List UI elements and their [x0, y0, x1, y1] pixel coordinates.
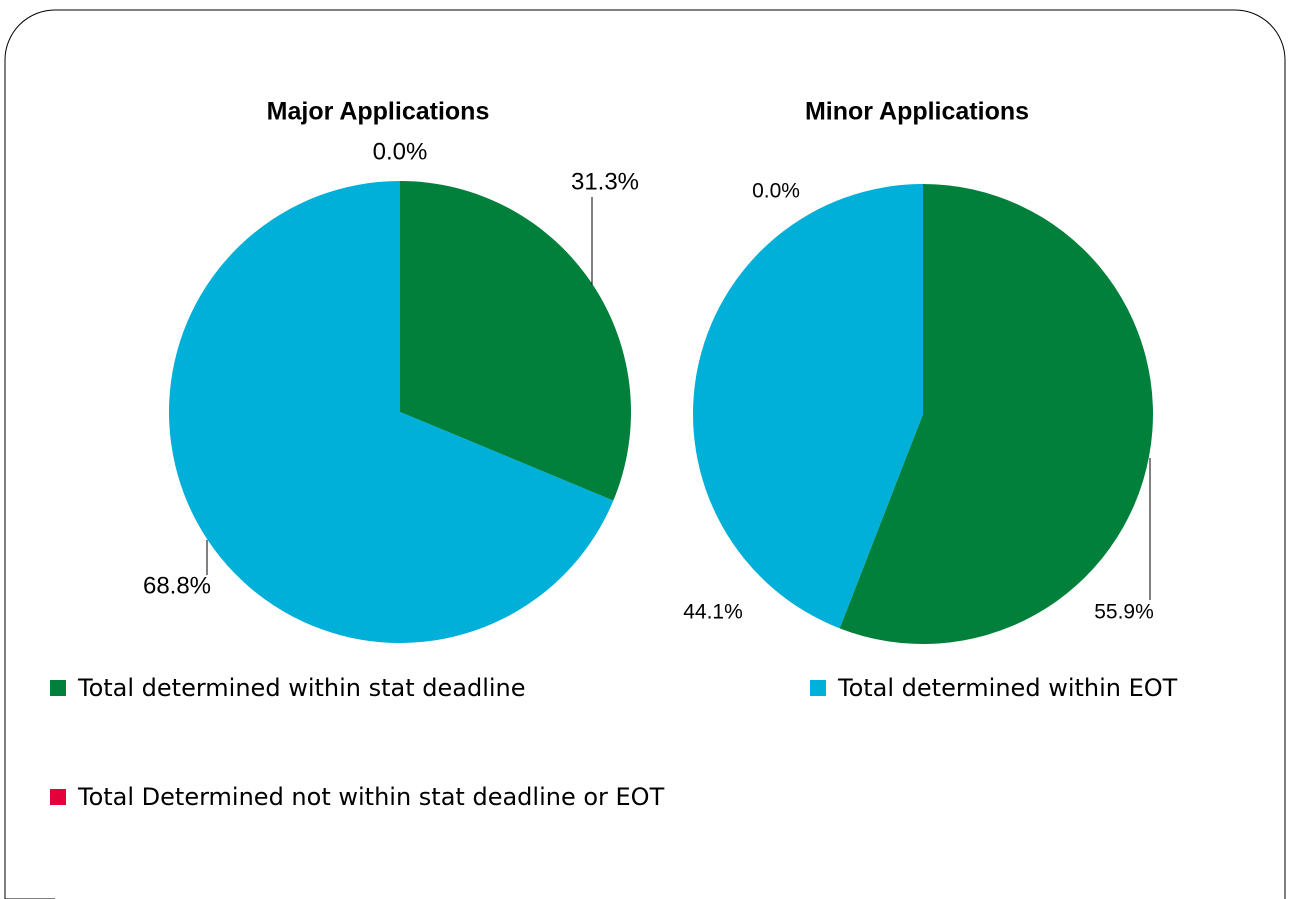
- data-label: 55.9%: [1094, 601, 1154, 624]
- pie-slice: [400, 181, 632, 501]
- data-label: 44.1%: [683, 601, 743, 624]
- data-label: 68.8%: [143, 572, 211, 599]
- legend-label: Total determined within stat deadline: [77, 674, 526, 702]
- pie-slice: [169, 181, 614, 643]
- data-label: 0.0%: [752, 180, 800, 203]
- chart-title: Major Applications: [267, 98, 490, 126]
- pie-slice: [692, 184, 923, 629]
- legend-label: Total determined within EOT: [837, 674, 1178, 702]
- legend-label: Total Determined not within stat deadlin…: [77, 783, 665, 811]
- pie-slice: [839, 184, 1153, 645]
- legend-swatch: [810, 680, 826, 696]
- data-label: 0.0%: [373, 138, 428, 165]
- chart-title: Minor Applications: [805, 98, 1029, 126]
- legend-swatch: [50, 680, 66, 696]
- data-label: 31.3%: [571, 168, 639, 195]
- legend-swatch: [50, 789, 66, 805]
